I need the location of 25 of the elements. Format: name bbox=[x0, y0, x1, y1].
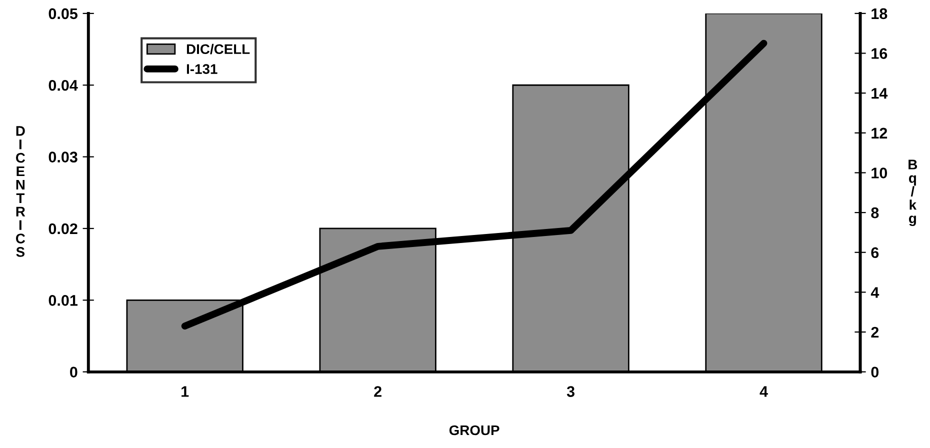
y2-tick-label: 0 bbox=[871, 366, 879, 378]
y2-tick-label: 2 bbox=[871, 326, 879, 338]
y-tick-label: 0 bbox=[70, 366, 78, 378]
x-tick-label: 4 bbox=[760, 386, 768, 397]
y2-tick-label: 18 bbox=[872, 8, 888, 20]
y2-tick-label: 8 bbox=[871, 207, 879, 218]
x-tick-label: 1 bbox=[182, 386, 189, 397]
y2-tick-label: 4 bbox=[870, 287, 880, 298]
text: DICENTRICS bbox=[16, 126, 26, 257]
legend-label: DIC/CELL bbox=[186, 44, 250, 54]
x-tick-label: 3 bbox=[566, 386, 574, 397]
y2-tick-label: 12 bbox=[872, 128, 888, 138]
y2-tick-label: 14 bbox=[872, 88, 888, 99]
x-tick-label: 2 bbox=[374, 386, 382, 397]
y-tick-label: 0.03 bbox=[48, 152, 78, 163]
y2-tick-label: 16 bbox=[872, 48, 888, 59]
y2-tick-label: 10 bbox=[872, 168, 888, 178]
y-tick-label: 0.04 bbox=[48, 80, 78, 91]
y-tick-label: 0.05 bbox=[48, 8, 78, 20]
y-tick-label: 0.01 bbox=[48, 295, 78, 306]
y2-tick-label: 6 bbox=[871, 247, 879, 258]
x-axis-title: GROUP bbox=[449, 425, 500, 436]
y2-axis-title: Bq/kg bbox=[908, 160, 918, 226]
y-tick-label: 0.02 bbox=[48, 223, 78, 234]
legend-label: I-131 bbox=[186, 64, 218, 74]
